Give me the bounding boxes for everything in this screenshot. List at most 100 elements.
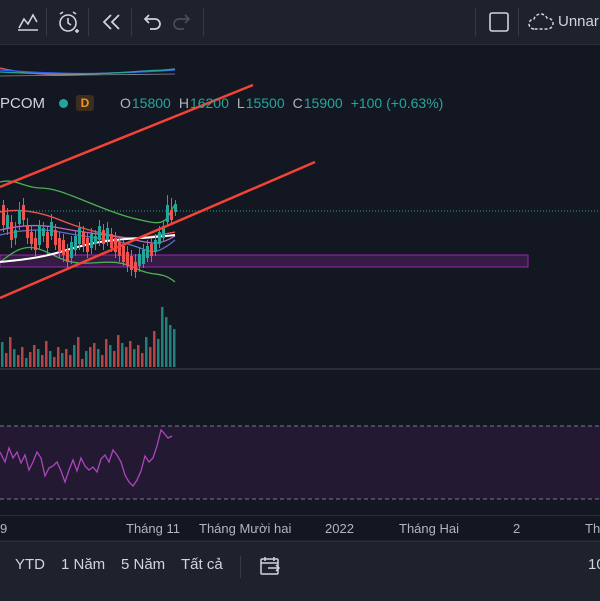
volume-bar — [109, 345, 112, 367]
rsi-band — [0, 426, 600, 499]
volume-bar — [41, 355, 44, 367]
candle-body — [78, 228, 81, 244]
trendline-lower[interactable] — [0, 160, 316, 300]
candle-body — [106, 228, 109, 240]
candle-body — [66, 250, 69, 262]
ma-purple-line — [0, 224, 176, 244]
redo-icon[interactable] — [168, 8, 196, 36]
volume-bar — [113, 351, 116, 367]
low-value: 15500 — [245, 95, 285, 111]
volume-bar — [125, 347, 128, 367]
volume-bar — [165, 317, 168, 367]
candle-body — [102, 230, 105, 244]
candle-body — [98, 226, 101, 240]
candle-body — [86, 238, 89, 252]
fullscreen-icon[interactable] — [485, 8, 513, 36]
toolbar-separator — [46, 8, 47, 36]
interval-badge[interactable]: D — [76, 95, 94, 111]
volume-bar — [45, 341, 48, 367]
toolbar-separator — [518, 8, 519, 36]
replay-icon[interactable] — [98, 8, 126, 36]
symbol-name[interactable]: PCOM — [0, 94, 45, 112]
volume-bar — [37, 349, 40, 367]
candle-body — [22, 205, 25, 220]
close-label: C — [292, 95, 303, 111]
range-bar: YTD 1 Năm 5 Năm Tất cả 10 — [0, 541, 600, 601]
candle-body — [118, 242, 121, 256]
candle-body — [154, 240, 157, 252]
volume-bar — [137, 345, 140, 367]
volume-bar — [97, 349, 100, 367]
open-value: 15800 — [131, 95, 171, 111]
cloud-icon[interactable] — [527, 8, 555, 36]
chart-canvas[interactable] — [0, 45, 600, 540]
volume-bar — [157, 339, 160, 367]
volume-bar — [169, 325, 172, 367]
indicators-icon[interactable] — [14, 8, 42, 36]
support-zone[interactable] — [0, 254, 529, 268]
market-open-icon — [59, 98, 68, 108]
volume-bar — [101, 355, 104, 367]
volume-bar — [49, 351, 52, 367]
volume-bar — [13, 349, 16, 367]
volume-bar — [81, 359, 84, 367]
time-axis-label: Tháng Mười hai — [199, 521, 292, 536]
time-axis-label: Tháng 11 — [126, 521, 180, 536]
volume-bar — [69, 355, 72, 367]
candle-body — [10, 222, 13, 240]
volume-bar — [29, 352, 32, 367]
layout-name[interactable]: Unnar — [558, 13, 599, 30]
candle-body — [158, 232, 161, 244]
undo-icon[interactable] — [138, 8, 166, 36]
open-label: O — [120, 95, 131, 111]
volume-bar — [133, 349, 136, 367]
candle-body — [34, 238, 37, 250]
trendline-upper[interactable] — [0, 83, 254, 189]
candle-body — [2, 205, 5, 225]
toolbar-separator — [475, 8, 476, 36]
volume-bar — [33, 345, 36, 367]
volume-bar — [149, 347, 152, 367]
time-axis-label: Tháng Hai — [399, 521, 459, 536]
top-toolbar: Unnar — [0, 0, 600, 45]
range-1y-button[interactable]: 1 Năm — [61, 556, 106, 573]
range-ytd-button[interactable]: YTD — [15, 556, 45, 573]
candle-body — [170, 210, 173, 220]
toolbar-separator — [203, 8, 204, 36]
mini-navigator[interactable] — [0, 67, 176, 77]
time-axis-label: 2022 — [325, 521, 354, 536]
volume-bar — [73, 345, 76, 367]
candle-body — [110, 234, 113, 248]
change-value: +100 (+0.63%) — [350, 95, 444, 111]
alert-icon[interactable] — [55, 8, 83, 36]
volume-bar — [9, 337, 12, 367]
close-value: 15900 — [303, 95, 343, 111]
rsi-line — [0, 428, 173, 488]
volume-bar — [65, 349, 68, 367]
range-all-button[interactable]: Tất cả — [181, 556, 223, 573]
volume-bar — [161, 307, 164, 367]
goto-date-icon[interactable] — [256, 552, 284, 580]
volume-bar — [53, 357, 56, 367]
volume-bar — [93, 343, 96, 367]
toolbar-separator — [88, 8, 89, 36]
candle-body — [54, 230, 57, 245]
candle-body — [126, 252, 129, 266]
symbol-legend: PCOM D O 15800 H 16200 L 15500 C 15900 +100 … — [0, 93, 451, 113]
volume-bar — [173, 329, 176, 367]
market-status[interactable]: D — [59, 95, 94, 111]
high-label: H — [178, 95, 189, 111]
range-5y-button[interactable]: 5 Năm — [121, 556, 166, 573]
time-axis[interactable]: 9 Tháng 11 Tháng Mười hai 2022 Tháng Hai… — [0, 515, 600, 540]
candle-body — [114, 238, 117, 252]
volume-bar — [89, 347, 92, 367]
time-readout[interactable]: 10 — [588, 556, 600, 573]
time-axis-label: Th — [585, 521, 600, 536]
volume-bar — [5, 353, 8, 367]
candle-body — [6, 215, 9, 228]
candle-body — [62, 240, 65, 255]
chart-pane[interactable]: PCOM D O 15800 H 16200 L 15500 C 15900 +100 … — [0, 45, 600, 540]
candle-body — [18, 210, 21, 224]
volume-bar — [117, 335, 120, 367]
candle-body — [130, 256, 133, 270]
